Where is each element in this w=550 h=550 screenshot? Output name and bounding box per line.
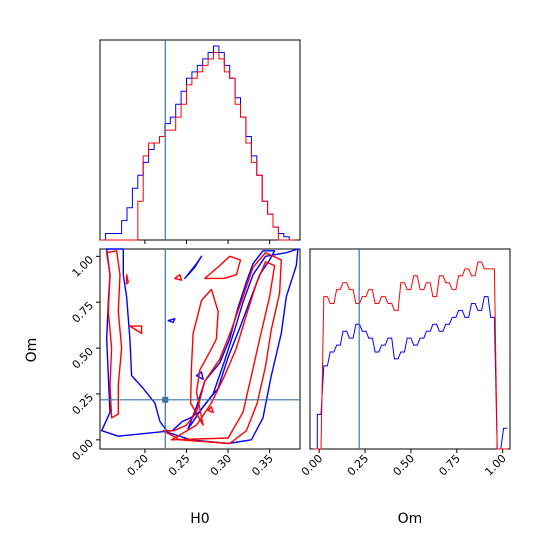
contour-y-tick-label-1: 0.25: [70, 391, 97, 418]
contour-1-1: [125, 274, 129, 285]
contour-frame: [99, 248, 301, 450]
om-hist-x-tick-label-2: 0.50: [391, 452, 418, 479]
om-hist-panel: [309, 248, 511, 450]
om-hist-series-1: [313, 261, 508, 450]
contour-x-tick-label-0: 0.20: [125, 452, 152, 479]
contour-1-2: [129, 325, 143, 335]
contour-0-3: [167, 318, 176, 324]
contour-x-tick-label-3: 0.35: [249, 452, 276, 479]
contour-0-2: [184, 255, 203, 280]
x-axis-label-om: Om: [398, 511, 423, 527]
contour-y-tick-label-2: 0.50: [70, 345, 97, 372]
contour-y-tick-label-4: 1.00: [70, 253, 97, 280]
contour-1-0: [106, 250, 123, 419]
h0-om-contour-panel: [99, 248, 301, 450]
x-axis-label-h0: H0: [190, 511, 209, 527]
contour-1-7: [174, 274, 183, 281]
om-hist-series-0: [313, 296, 508, 450]
om-hist-x-tick-label-1: 0.25: [345, 452, 372, 479]
om-hist-x-tick-label-3: 0.75: [436, 452, 463, 479]
h0-hist-series-1: [100, 52, 295, 241]
h0-hist-frame: [99, 39, 301, 241]
om-hist-x-tick-label-0: 0.00: [299, 452, 326, 479]
contour-y-tick-label-0: 0.00: [70, 437, 97, 464]
contour-y-tick-label-3: 0.75: [70, 299, 97, 326]
contour-1-8: [207, 406, 214, 413]
contour-0-0: [101, 248, 299, 445]
y-axis-label-om: Om: [24, 338, 40, 363]
contour-0-1: [187, 250, 276, 430]
contour-1-5: [189, 288, 219, 426]
truth-point-marker: [162, 396, 169, 403]
contour-1-6: [204, 255, 242, 280]
h0-hist-panel: [99, 39, 301, 241]
om-hist-x-tick-label-4: 1.00: [482, 452, 509, 479]
om-hist-frame: [309, 248, 511, 450]
contour-x-tick-label-1: 0.25: [166, 452, 193, 479]
contour-x-tick-label-2: 0.30: [208, 452, 235, 479]
